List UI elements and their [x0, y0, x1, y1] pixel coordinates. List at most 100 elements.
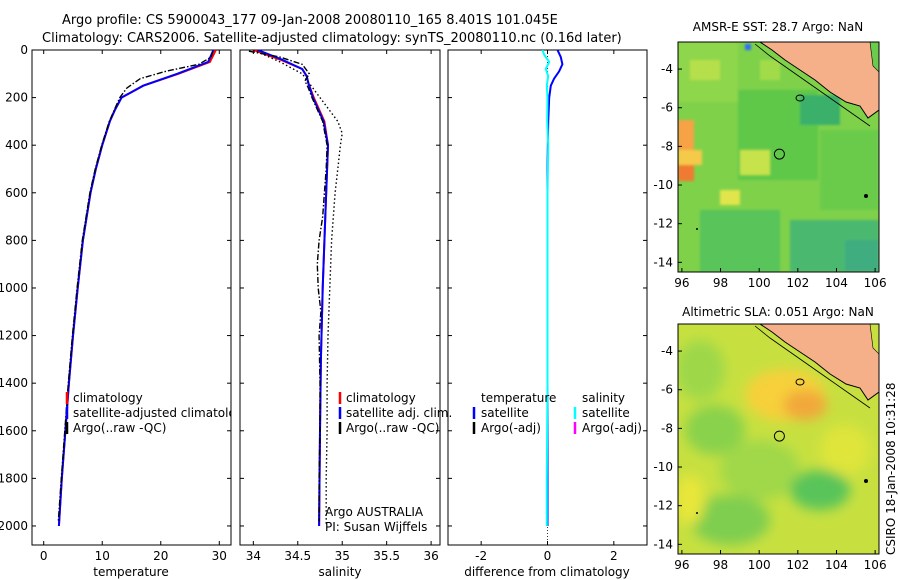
depth-tick-label: 200: [5, 91, 28, 105]
sst-map-ytick-label: -14: [653, 255, 673, 269]
sla-map-dot: [864, 479, 868, 483]
argo-australia-label: Argo AUSTRALIA: [325, 505, 424, 519]
temperature-legend-argo: Argo(..raw -QC): [73, 421, 166, 435]
salinity-xtick-label: 34.5: [284, 549, 311, 563]
depth-tick-label: 1400: [0, 376, 28, 390]
salinity-xtick-label: 35: [335, 549, 350, 563]
salinity-series-climatology: [252, 50, 330, 527]
salinity-series-satellite-adj-clim-: [257, 50, 330, 527]
sla-map-ytick-label: -14: [653, 537, 673, 551]
depth-tick-label: 0: [20, 43, 28, 57]
sst-map-title: AMSR-E SST: 28.7 Argo: NaN: [693, 20, 863, 34]
temperature-xlabel: temperature: [93, 565, 168, 579]
temperature-series-climatology: [57, 50, 217, 527]
sla-map-ytick-label: -6: [661, 383, 673, 397]
difference-xlabel: difference from climatology: [464, 565, 630, 579]
sla-map-title: Altimetric SLA: 0.051 Argo: NaN: [682, 305, 874, 319]
difference-legend: temperature satellite Argo(-adj) salinit…: [472, 391, 642, 435]
difference-legend-temp-satellite: satellite: [481, 406, 529, 420]
salinity-lines: [248, 50, 343, 527]
difference-lines: [541, 50, 564, 545]
temperature-xtick-label: 0: [40, 549, 48, 563]
temperature-axes-frame: [31, 49, 232, 546]
salinity-xtick-label: 34: [246, 549, 261, 563]
difference-ticks: -2 0 2: [448, 49, 647, 563]
title-line-2: Climatology: CARS2006. Satellite-adjuste…: [42, 31, 622, 46]
depth-tick-label: 400: [5, 138, 28, 152]
sst-map-ytick-label: -10: [653, 178, 673, 192]
sla-map-land: [759, 324, 879, 401]
sla-map-xtick-label: 104: [825, 558, 848, 572]
title-line-1: Argo profile: CS 5900043_177 09-Jan-2008…: [62, 13, 558, 28]
salinity-xtick-label: 36: [423, 549, 438, 563]
sst-map-pixels: [678, 42, 879, 272]
sst-map-xtick-label: 98: [713, 276, 728, 290]
depth-tick-label: 800: [5, 233, 28, 247]
sla-map-coast-contour: [754, 325, 871, 409]
pi-label: PI: Susan Wijffels: [325, 520, 427, 534]
salinity-legend-satellite: satellite adj. clim.: [346, 406, 452, 420]
temperature-legend-satellite: satellite-adjusted climatology: [73, 406, 251, 420]
salinity-legend-argo: Argo(..raw -QC): [346, 421, 439, 435]
temperature-legend: climatology satellite-adjusted climatolo…: [65, 391, 251, 435]
difference-legend-temp-argo: Argo(-adj): [481, 421, 541, 435]
depth-tick-label: 1800: [0, 471, 28, 485]
sst-map-ytick-label: -4: [661, 62, 673, 76]
sla-map-xtick-label: 98: [713, 558, 728, 572]
sst-map-ticks: 96 98 100 102 104 106 -4 -6 -8 -10 -12 -14: [653, 62, 886, 290]
salinity-series-argo-raw-qc-: [248, 50, 328, 522]
difference-legend-sal-argo: Argo(-adj): [582, 421, 642, 435]
sla-map-xtick-label: 106: [864, 558, 887, 572]
difference-series-temperature-satellite: [546, 50, 564, 526]
difference-panel: -2 0 2 difference from climatology tempera…: [447, 49, 648, 579]
sla-map-ytick-label: -4: [661, 344, 673, 358]
difference-xtick-label: 2: [610, 549, 618, 563]
sst-map-ytick-label: -12: [653, 217, 673, 231]
sla-map-field: [678, 324, 879, 554]
difference-legend-temperature-header: temperature: [481, 391, 556, 405]
sst-map-xtick-label: 102: [786, 276, 809, 290]
csiro-timestamp: CSIRO 18-Jan-2008 10:31:28: [884, 383, 898, 555]
depth-tick-label: 2000: [0, 519, 28, 533]
temperature-xtick-label: 30: [212, 549, 227, 563]
sst-map-xtick-label: 100: [748, 276, 771, 290]
depth-tick-label: 1200: [0, 329, 28, 343]
sla-map-profile-marker: [773, 430, 785, 442]
difference-xtick-label: -2: [475, 549, 487, 563]
depth-tick-label: 600: [5, 186, 28, 200]
salinity-xtick-label: 35.5: [373, 549, 400, 563]
salinity-axes-frame: [239, 49, 441, 546]
sst-map-xtick-label: 96: [674, 276, 689, 290]
sst-map-profile-marker: [773, 148, 785, 160]
sst-map-xtick-label: 106: [864, 276, 887, 290]
salinity-panel: 34 34.5 35 35.5 36 salinity climatology sate…: [239, 49, 452, 579]
sla-map-ytick-label: -8: [661, 421, 673, 435]
sla-map-ytick-label: -12: [653, 499, 673, 513]
sst-map-ytick-label: -8: [661, 139, 673, 153]
salinity-series-reference: [253, 50, 343, 526]
sst-map-land: [759, 42, 879, 119]
temperature-panel: 0 10 20 30 0 200 400 600 800 1000 1200 1400 1600 1800…: [0, 43, 251, 579]
sst-map-frame: [677, 41, 880, 273]
temperature-xtick-label: 20: [153, 549, 168, 563]
difference-xtick-label: 0: [544, 549, 552, 563]
temperature-ticks: 0 10 20 30 0 200 400 600 800 1000 1200 1400 1600 1800…: [0, 43, 231, 563]
sla-map-xtick-label: 102: [786, 558, 809, 572]
temperature-series-satellite-adjusted-climatology: [57, 50, 215, 527]
salinity-legend: climatology satellite adj. clim. Argo(..…: [338, 391, 452, 435]
temperature-series-argo-raw-qc-: [57, 50, 214, 522]
sst-map-ytick-label: -6: [661, 101, 673, 115]
difference-series-salinity-satellite: [541, 50, 551, 526]
sst-map-panel: AMSR-E SST: 28.7 Argo: NaN: [653, 20, 886, 290]
difference-legend-salinity-header: salinity: [582, 391, 625, 405]
sla-map-island: [795, 378, 805, 386]
sla-map-xtick-label: 100: [748, 558, 771, 572]
temperature-legend-climatology: climatology: [73, 391, 143, 405]
depth-tick-label: 1600: [0, 424, 28, 438]
sst-map-field: [678, 42, 879, 272]
difference-legend-sal-satellite: satellite: [582, 406, 630, 420]
salinity-xlabel: salinity: [318, 565, 361, 579]
sla-map-panel: Altimetric SLA: 0.051 Argo: NaN: [653, 305, 886, 572]
sla-map-ytick-label: -10: [653, 460, 673, 474]
sla-map-frame: [677, 323, 880, 555]
